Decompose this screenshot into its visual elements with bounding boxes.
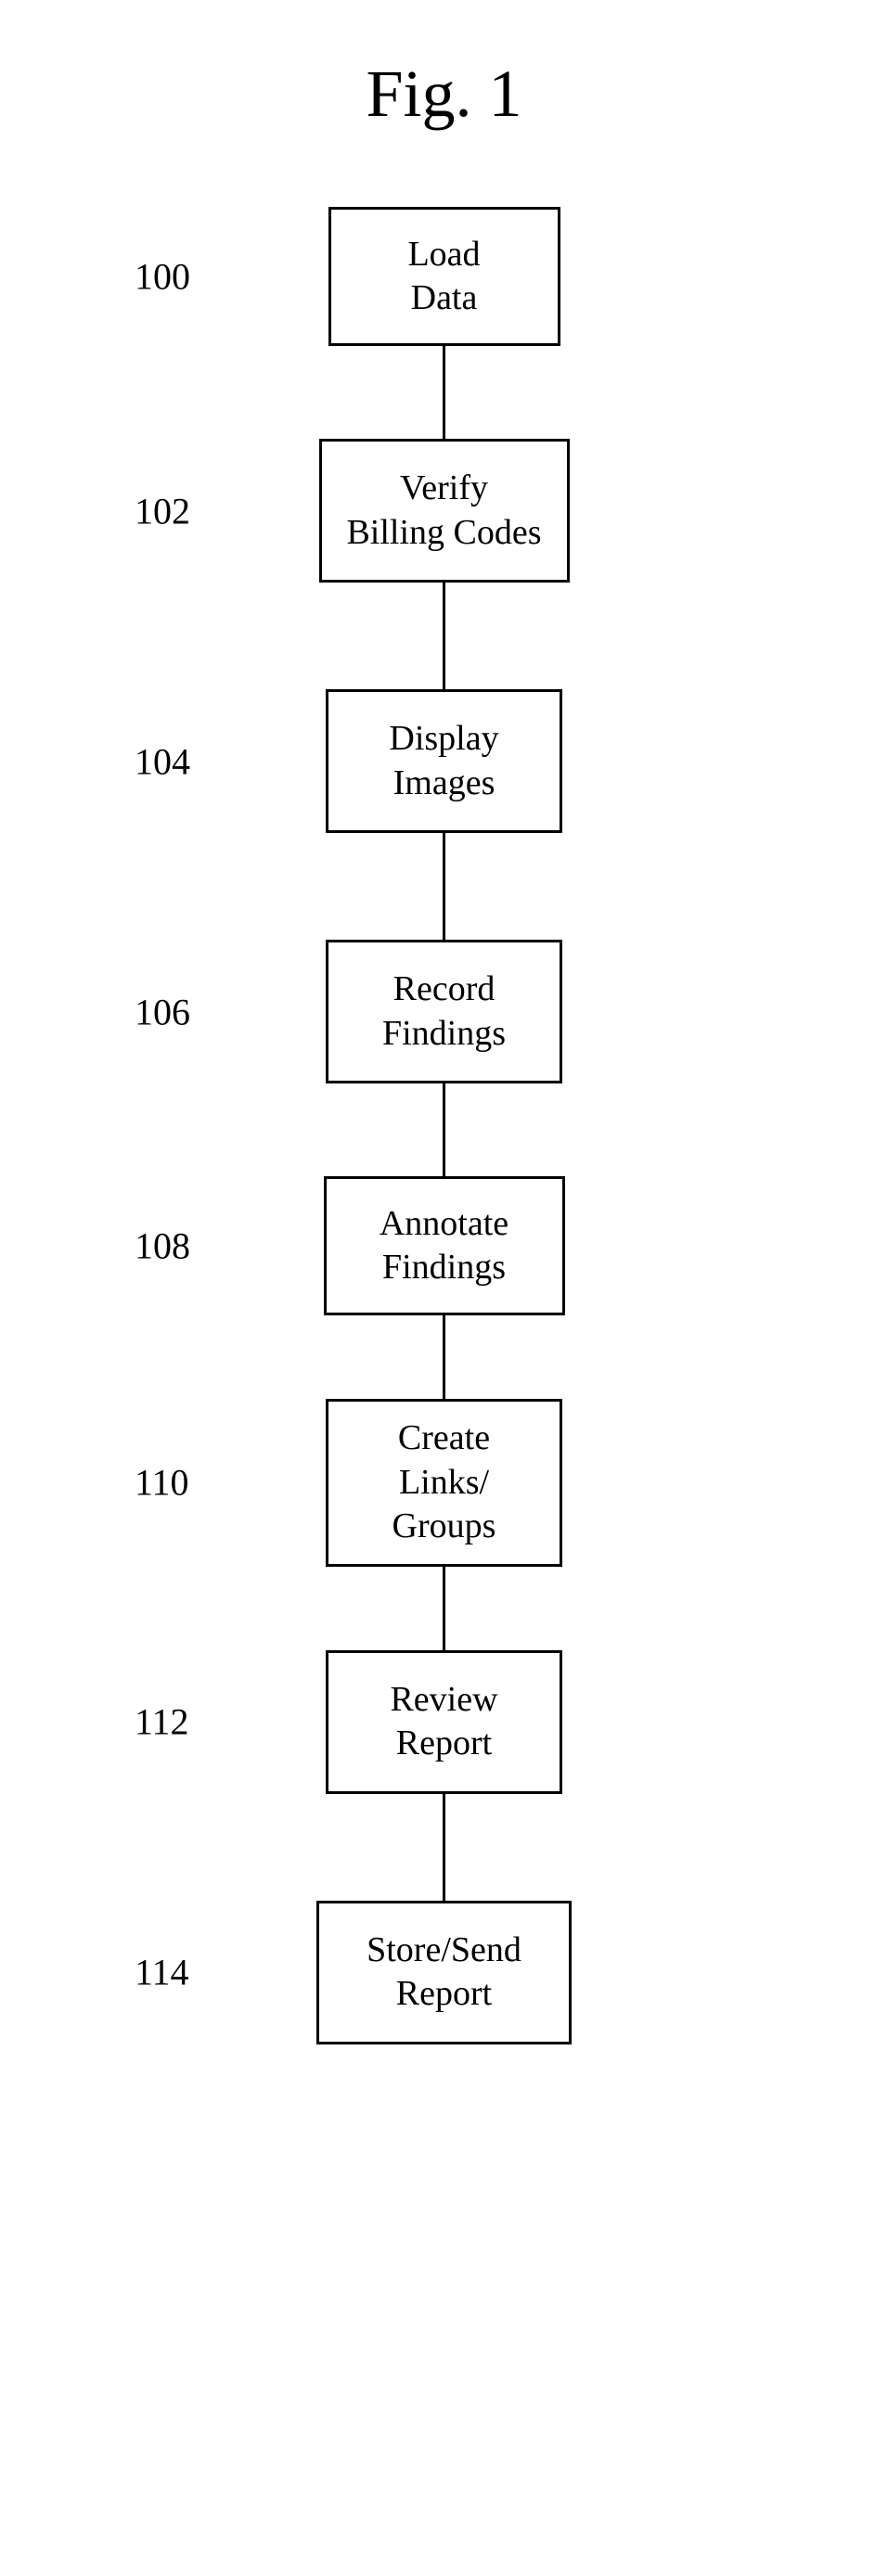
step-box: Store/SendReport	[316, 1901, 572, 2044]
step-label: 106	[135, 990, 190, 1033]
step-label: 114	[135, 1951, 189, 1994]
step-text-line: Report	[396, 1972, 492, 2017]
step-label: 108	[135, 1224, 190, 1268]
step-box: ReviewReport	[326, 1650, 562, 1794]
step-text-line: Display	[389, 717, 498, 762]
connector	[443, 1315, 445, 1399]
connector	[443, 1567, 445, 1650]
step-label: 102	[135, 489, 190, 532]
connector	[443, 833, 445, 940]
step-row: 108 AnnotateFindings	[0, 1176, 888, 1315]
step-text-line: Links/	[399, 1461, 489, 1506]
step-row: 104 DisplayImages	[0, 689, 888, 833]
step-label: 104	[135, 739, 190, 783]
step-text-line: Create	[398, 1416, 490, 1461]
step-text-line: Findings	[382, 1012, 506, 1057]
step-box: VerifyBilling Codes	[319, 439, 570, 583]
figure-container: Fig. 1 100 LoadData 102 VerifyBilling Codes…	[0, 0, 888, 2100]
step-box: DisplayImages	[326, 689, 562, 833]
step-text-line: Store/Send	[367, 1929, 521, 1973]
connector	[443, 1083, 445, 1176]
flowchart: 100 LoadData 102 VerifyBilling Codes 104 Disp…	[0, 207, 888, 2044]
step-row: 106 RecordFindings	[0, 940, 888, 1083]
step-box: RecordFindings	[326, 940, 562, 1083]
step-label: 112	[135, 1700, 189, 1744]
step-text-line: Review	[390, 1678, 497, 1723]
figure-title: Fig. 1	[0, 56, 888, 133]
step-label: 100	[135, 255, 190, 299]
connector	[443, 1794, 445, 1901]
step-box: CreateLinks/Groups	[326, 1399, 562, 1567]
step-text-line: Load	[407, 233, 480, 277]
step-text-line: Billing Codes	[346, 511, 541, 556]
step-row: 110 CreateLinks/Groups	[0, 1399, 888, 1567]
step-text-line: Annotate	[380, 1202, 508, 1247]
step-text-line: Findings	[382, 1246, 506, 1290]
step-row: 100 LoadData	[0, 207, 888, 346]
step-row: 102 VerifyBilling Codes	[0, 439, 888, 583]
step-text-line: Images	[393, 762, 495, 806]
step-label: 110	[135, 1461, 189, 1505]
step-text-line: Groups	[393, 1505, 496, 1549]
connector	[443, 346, 445, 439]
step-text-line: Verify	[400, 467, 488, 511]
step-text-line: Report	[396, 1722, 492, 1766]
step-box: LoadData	[328, 207, 560, 346]
step-text-line: Record	[393, 968, 495, 1012]
step-row: 114 Store/SendReport	[0, 1901, 888, 2044]
step-text-line: Data	[411, 276, 478, 321]
connector	[443, 583, 445, 689]
step-box: AnnotateFindings	[324, 1176, 565, 1315]
step-row: 112 ReviewReport	[0, 1650, 888, 1794]
